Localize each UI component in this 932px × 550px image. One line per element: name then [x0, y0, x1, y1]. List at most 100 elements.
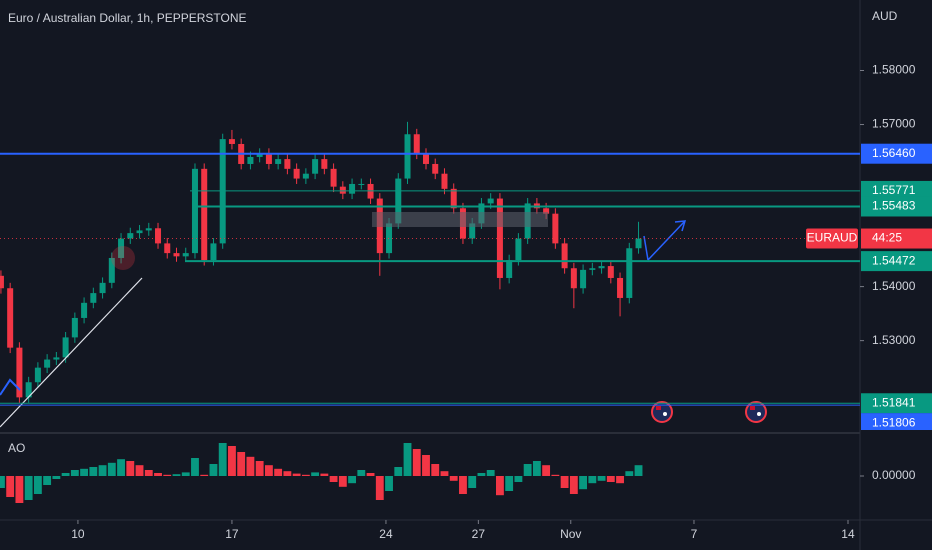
ao-bar: [606, 476, 615, 482]
drawing-line: [0, 378, 21, 396]
ao-bar: [274, 468, 283, 476]
ao-bar: [385, 476, 393, 491]
ao-bar: [588, 476, 597, 484]
candle-body: [432, 163, 439, 174]
event-flag-union: [656, 406, 661, 410]
ao-bar: [449, 476, 458, 481]
ao-bar: [357, 470, 366, 476]
ao-bar: [98, 465, 107, 476]
candle-body: [265, 153, 272, 164]
ao-bar: [200, 474, 209, 476]
ao-bar: [523, 464, 532, 476]
plot-area: 1.58000 1.57000 1.54000 1.53000 10 17 24 27 Nov 7…: [0, 63, 916, 541]
countdown: 44:25: [872, 231, 902, 245]
candle-body: [441, 173, 448, 189]
ao-bar: [154, 473, 162, 476]
ao-bar: [560, 476, 569, 488]
candle-body: [607, 266, 614, 278]
ao-bar: [634, 465, 643, 476]
candle-body: [7, 288, 14, 348]
candle-body: [496, 198, 503, 278]
y-tick-label: 1.57000: [872, 117, 916, 131]
event-flag-star: [757, 412, 761, 416]
ao-bar: [135, 465, 144, 476]
candle-body: [284, 159, 291, 169]
x-tick-label: 24: [379, 527, 393, 541]
arrow-head: [674, 220, 687, 232]
candle-body: [145, 228, 152, 231]
ao-bar: [551, 474, 560, 476]
ao-bar: [495, 476, 504, 496]
ao-bar: [228, 446, 236, 476]
projection-arrow: [647, 221, 685, 261]
pane-mask: [861, 430, 932, 440]
ao-bar: [579, 476, 588, 490]
candle-body: [552, 213, 559, 244]
candle-body: [395, 178, 402, 224]
ao-bar: [0, 476, 5, 488]
ao-bar: [6, 476, 15, 497]
candle-body: [210, 243, 217, 261]
ao-bar: [237, 452, 246, 476]
candle-body: [330, 168, 337, 187]
ao-tick-label: 0.00000: [872, 468, 916, 482]
candle-body: [312, 159, 319, 174]
x-tick-label: 10: [71, 527, 85, 541]
candle-body: [191, 168, 198, 254]
candle-body: [16, 347, 23, 398]
candle-body: [487, 198, 494, 204]
oscillator-title: AO: [8, 441, 25, 455]
ao-bar: [394, 467, 403, 476]
chart-title: Euro / Australian Dollar, 1h, PEPPERSTON…: [8, 11, 247, 25]
ao-bar: [422, 455, 430, 476]
ao-bar: [338, 476, 347, 487]
candle-body: [164, 243, 171, 254]
ao-bar: [431, 464, 440, 476]
highlight-circle: [111, 246, 135, 270]
ao-bar: [89, 467, 98, 476]
level-label: 1.51841: [872, 395, 916, 409]
ao-bar: [255, 461, 264, 476]
candle-body: [404, 134, 411, 179]
candle-body: [506, 260, 513, 278]
ao-bar: [569, 476, 578, 494]
candle-body: [580, 269, 587, 289]
ao-bar: [61, 473, 70, 476]
x-tick-label: Nov: [560, 527, 581, 541]
candle-body: [127, 233, 134, 239]
ao-bar: [144, 470, 153, 476]
ao-bar: [329, 476, 338, 482]
level-label-box: [861, 196, 932, 217]
level-label-box: [861, 251, 932, 272]
candle-body: [173, 253, 180, 257]
projection-arrow-start: [643, 235, 649, 261]
ao-bar: [597, 476, 606, 481]
candle-body: [589, 268, 596, 270]
ao-bar: [375, 476, 384, 500]
x-tick-label: 17: [225, 527, 239, 541]
symbol-tag: EURAUD: [807, 231, 858, 245]
level-label-box: [861, 180, 932, 201]
event-flag-star: [663, 412, 667, 416]
event-icon[interactable]: [745, 401, 767, 423]
ao-bar: [43, 476, 52, 485]
ao-bar: [163, 474, 172, 476]
ao-bar: [172, 474, 181, 476]
level-label: 1.54472: [872, 253, 916, 267]
candle-body: [90, 293, 97, 303]
ao-bar: [616, 476, 624, 484]
candle-body: [598, 266, 605, 269]
candle-body: [422, 153, 429, 164]
candle-body: [635, 238, 642, 249]
ao-bar: [348, 476, 356, 484]
candle-body: [81, 302, 88, 318]
ao-bar: [292, 473, 301, 476]
candle-body: [53, 357, 60, 360]
candle-body: [570, 268, 577, 289]
event-icon[interactable]: [651, 401, 673, 423]
zone-rectangle: [372, 212, 548, 227]
price-unit: AUD: [872, 9, 898, 23]
ao-bar: [70, 470, 79, 476]
candle-body: [515, 238, 522, 261]
